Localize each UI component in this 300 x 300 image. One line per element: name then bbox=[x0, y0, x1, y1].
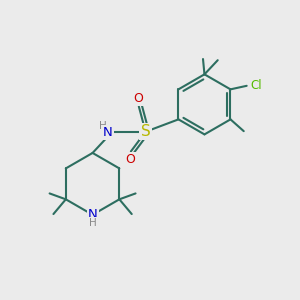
Text: N: N bbox=[103, 126, 113, 139]
Text: O: O bbox=[133, 92, 143, 105]
Text: H: H bbox=[89, 218, 97, 228]
Text: N: N bbox=[88, 208, 98, 221]
Text: S: S bbox=[141, 124, 151, 139]
Text: Cl: Cl bbox=[250, 79, 262, 92]
Text: H: H bbox=[99, 121, 107, 131]
Text: O: O bbox=[125, 153, 135, 166]
